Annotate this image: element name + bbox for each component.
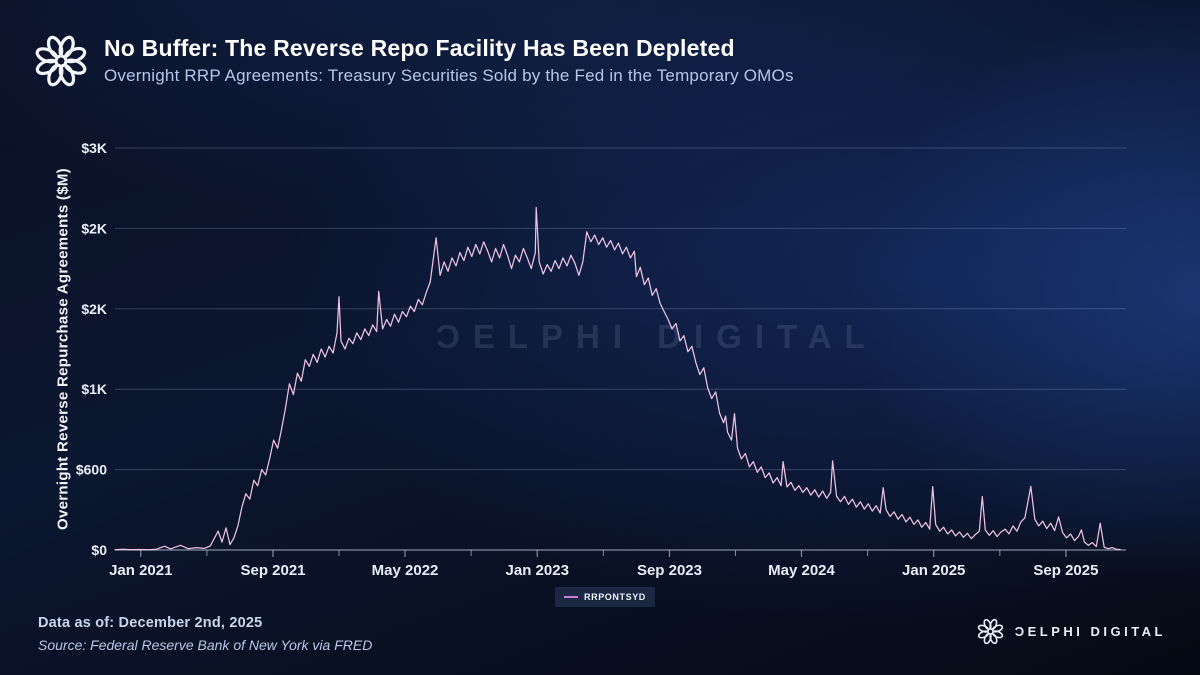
y-tick-label: $2K <box>81 220 107 236</box>
y-tick-label: $1K <box>81 381 107 397</box>
data-as-of-text: Data as of: December 2nd, 2025 <box>38 615 263 631</box>
x-tick-label: Sep 2025 <box>1033 562 1098 579</box>
footer-brand-text: ƆELPHI DIGITAL <box>1014 624 1166 639</box>
legend-swatch <box>564 596 578 598</box>
x-tick-label: Jan 2023 <box>506 562 569 579</box>
series-line-rrpontsyd <box>114 206 1121 551</box>
x-tick-label: Sep 2021 <box>240 562 305 579</box>
chart-title: No Buffer: The Reverse Repo Facility Has… <box>104 35 735 61</box>
y-tick-label: $600 <box>76 462 107 478</box>
source-text: Source: Federal Reserve Bank of New York… <box>38 637 373 653</box>
footer-brand: ƆELPHI DIGITAL <box>977 618 1166 645</box>
legend-label: RRPONTSYD <box>584 592 646 602</box>
x-tick-label: Jan 2021 <box>109 562 172 579</box>
x-tick-label: May 2024 <box>768 562 835 579</box>
delphi-logo-icon <box>35 35 87 87</box>
x-tick-label: Jan 2025 <box>902 562 965 579</box>
chart-subtitle: Overnight RRP Agreements: Treasury Secur… <box>104 66 794 85</box>
y-tick-label: $2K <box>81 301 107 317</box>
legend: RRPONTSYD <box>555 587 655 607</box>
logo-loop <box>983 618 992 631</box>
y-tick-label: $0 <box>91 542 107 558</box>
x-tick-label: Sep 2023 <box>637 562 702 579</box>
logo-loop <box>46 35 64 59</box>
footer-logo-icon <box>977 618 1003 645</box>
x-tick-label: May 2022 <box>372 562 439 579</box>
y-tick-label: $3K <box>81 140 107 156</box>
